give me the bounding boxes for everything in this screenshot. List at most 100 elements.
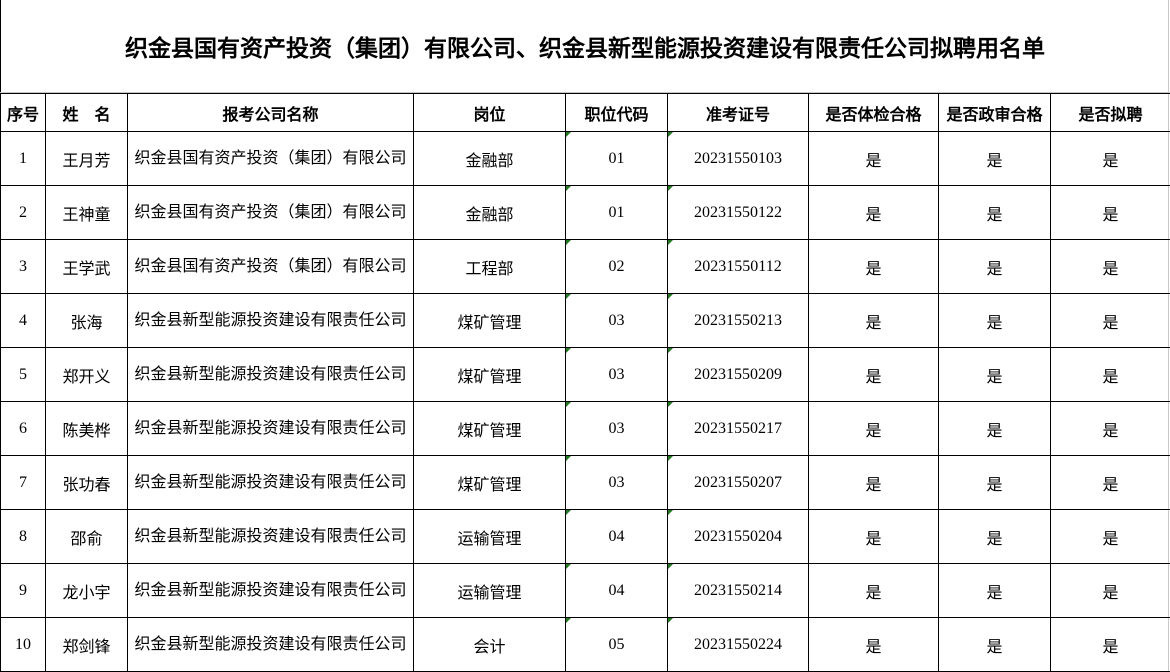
cell-text: 20231550209 [694,365,782,383]
cell-text: 是 [986,422,1003,440]
cell-seq: 7 [0,455,46,510]
cell-exam-number: 20231550204 [667,509,809,564]
cell-text: 煤矿管理 [457,422,522,440]
cell-exam-number: 20231550224 [667,617,809,672]
cell-physical-exam-passed: 是 [808,509,939,564]
cell-political-review-passed: 是 [938,401,1051,456]
cell-exam-number: 20231550214 [667,563,809,618]
cell-text: 是 [865,530,882,548]
column-header-political-review-passed: 是否政审合格 [938,93,1051,132]
text-number-indicator-icon [668,564,673,569]
cell-text: 织金县国有资产投资（集团）有限公司 [134,150,407,167]
cell-text: 织金县新型能源投资建设有限责任公司 [134,420,407,437]
cell-text: 是 [1102,638,1119,656]
cell-name: 陈美桦 [45,401,128,456]
table-row: 9 龙小宇 织金县新型能源投资建设有限责任公司 运输管理 04 20231550214 是 是… [0,563,1170,618]
cell-position: 金融部 [413,131,566,186]
cell-name: 邵俞 [45,509,128,564]
cell-text: 是 [865,314,882,332]
cell-text: 织金县国有资产投资（集团）有限公司 [134,204,407,221]
cell-name: 王月芳 [45,131,128,186]
cell-text: 王神童 [62,206,111,224]
cell-physical-exam-passed: 是 [808,185,939,240]
cell-company: 织金县国有资产投资（集团）有限公司 [127,239,414,294]
cell-name: 王学武 [45,239,128,294]
cell-physical-exam-passed: 是 [808,617,939,672]
cell-text: 是 [865,638,882,656]
cell-text: 织金县新型能源投资建设有限责任公司 [134,474,407,491]
cell-to-be-hired: 是 [1050,239,1170,294]
cell-exam-number: 20231550122 [667,185,809,240]
text-number-indicator-icon [566,132,571,137]
cell-text: 运输管理 [457,584,522,602]
table-row: 3 王学武 织金县国有资产投资（集团）有限公司 工程部 02 20231550112 是 是 是 [0,239,1170,294]
cell-text: 工程部 [465,260,514,278]
text-number-indicator-icon [668,456,673,461]
cell-text: 20231550122 [694,203,782,221]
cell-position-code: 03 [565,455,668,510]
cell-seq: 4 [0,293,46,348]
cell-company: 织金县国有资产投资（集团）有限公司 [127,185,414,240]
cell-name: 张海 [45,293,128,348]
text-number-indicator-icon [566,456,571,461]
column-header-physical-exam-passed: 是否体检合格 [808,93,939,132]
cell-position-code: 03 [565,347,668,402]
cell-position-code: 04 [565,509,668,564]
cell-text: 织金县新型能源投资建设有限责任公司 [134,366,407,383]
cell-text: 煤矿管理 [457,314,522,332]
table-row: 5 郑开义 织金县新型能源投资建设有限责任公司 煤矿管理 03 20231550209 是 是… [0,347,1170,402]
cell-physical-exam-passed: 是 [808,401,939,456]
cell-text: 煤矿管理 [457,368,522,386]
cell-text: 02 [608,257,625,275]
cell-political-review-passed: 是 [938,185,1051,240]
table-body: 1 王月芳 织金县国有资产投资（集团）有限公司 金融部 01 20231550103 是是是… [0,131,1170,672]
column-header-to-be-hired: 是否拟聘 [1050,93,1170,132]
cell-seq: 9 [0,563,46,618]
cell-text: 是 [1102,368,1119,386]
cell-position-code: 04 [565,563,668,618]
cell-position-code: 01 [565,185,668,240]
cell-political-review-passed: 是 [938,617,1051,672]
column-header-exam-number: 准考证号 [667,93,809,132]
cell-position-code: 05 [565,617,668,672]
hiring-list-table: 序号姓 名报考公司名称 岗位 职位代码 准考证号 是否体检合格 是否政审合格 是否拟聘 1 王… [0,93,1170,672]
cell-text: 03 [608,473,625,491]
cell-text: 8 [19,527,27,545]
cell-text: 20231550214 [694,581,782,599]
cell-name: 郑剑锋 [45,617,128,672]
cell-political-review-passed: 是 [938,455,1051,510]
text-number-indicator-icon [566,186,571,191]
cell-company: 织金县新型能源投资建设有限责任公司 [127,509,414,564]
cell-exam-number: 20231550112 [667,239,809,294]
cell-text: 2 [19,203,27,221]
cell-seq: 2 [0,185,46,240]
cell-seq: 8 [0,509,46,564]
cell-physical-exam-passed: 是 [808,347,939,402]
cell-text: 王学武 [62,260,111,278]
table-row: 7 张功春 织金县新型能源投资建设有限责任公司 煤矿管理 03 20231550207 是 是… [0,455,1170,510]
cell-physical-exam-passed: 是 [808,563,939,618]
cell-text: 是 [865,260,882,278]
text-number-indicator-icon [566,564,571,569]
cell-text: 是 [986,314,1003,332]
cell-text: 20231550213 [694,311,782,329]
text-number-indicator-icon [566,294,571,299]
cell-text: 织金县新型能源投资建设有限责任公司 [134,312,407,329]
cell-text: 20231550204 [694,527,782,545]
cell-text: 是 [986,584,1003,602]
cell-position: 煤矿管理 [413,347,566,402]
cell-text: 是 [1102,584,1119,602]
cell-seq: 10 [0,617,46,672]
cell-text: 04 [608,527,625,545]
cell-text: 郑开义 [62,368,111,386]
cell-text: 是 [1102,422,1119,440]
cell-to-be-hired: 是 [1050,401,1170,456]
cell-text: 是 [865,152,882,170]
text-number-indicator-icon [566,618,571,623]
cell-text: 4 [19,311,27,329]
cell-text: 是 [1102,530,1119,548]
cell-text: 3 [19,257,27,275]
text-number-indicator-icon [566,348,571,353]
cell-position: 工程部 [413,239,566,294]
cell-text: 01 [608,203,625,221]
